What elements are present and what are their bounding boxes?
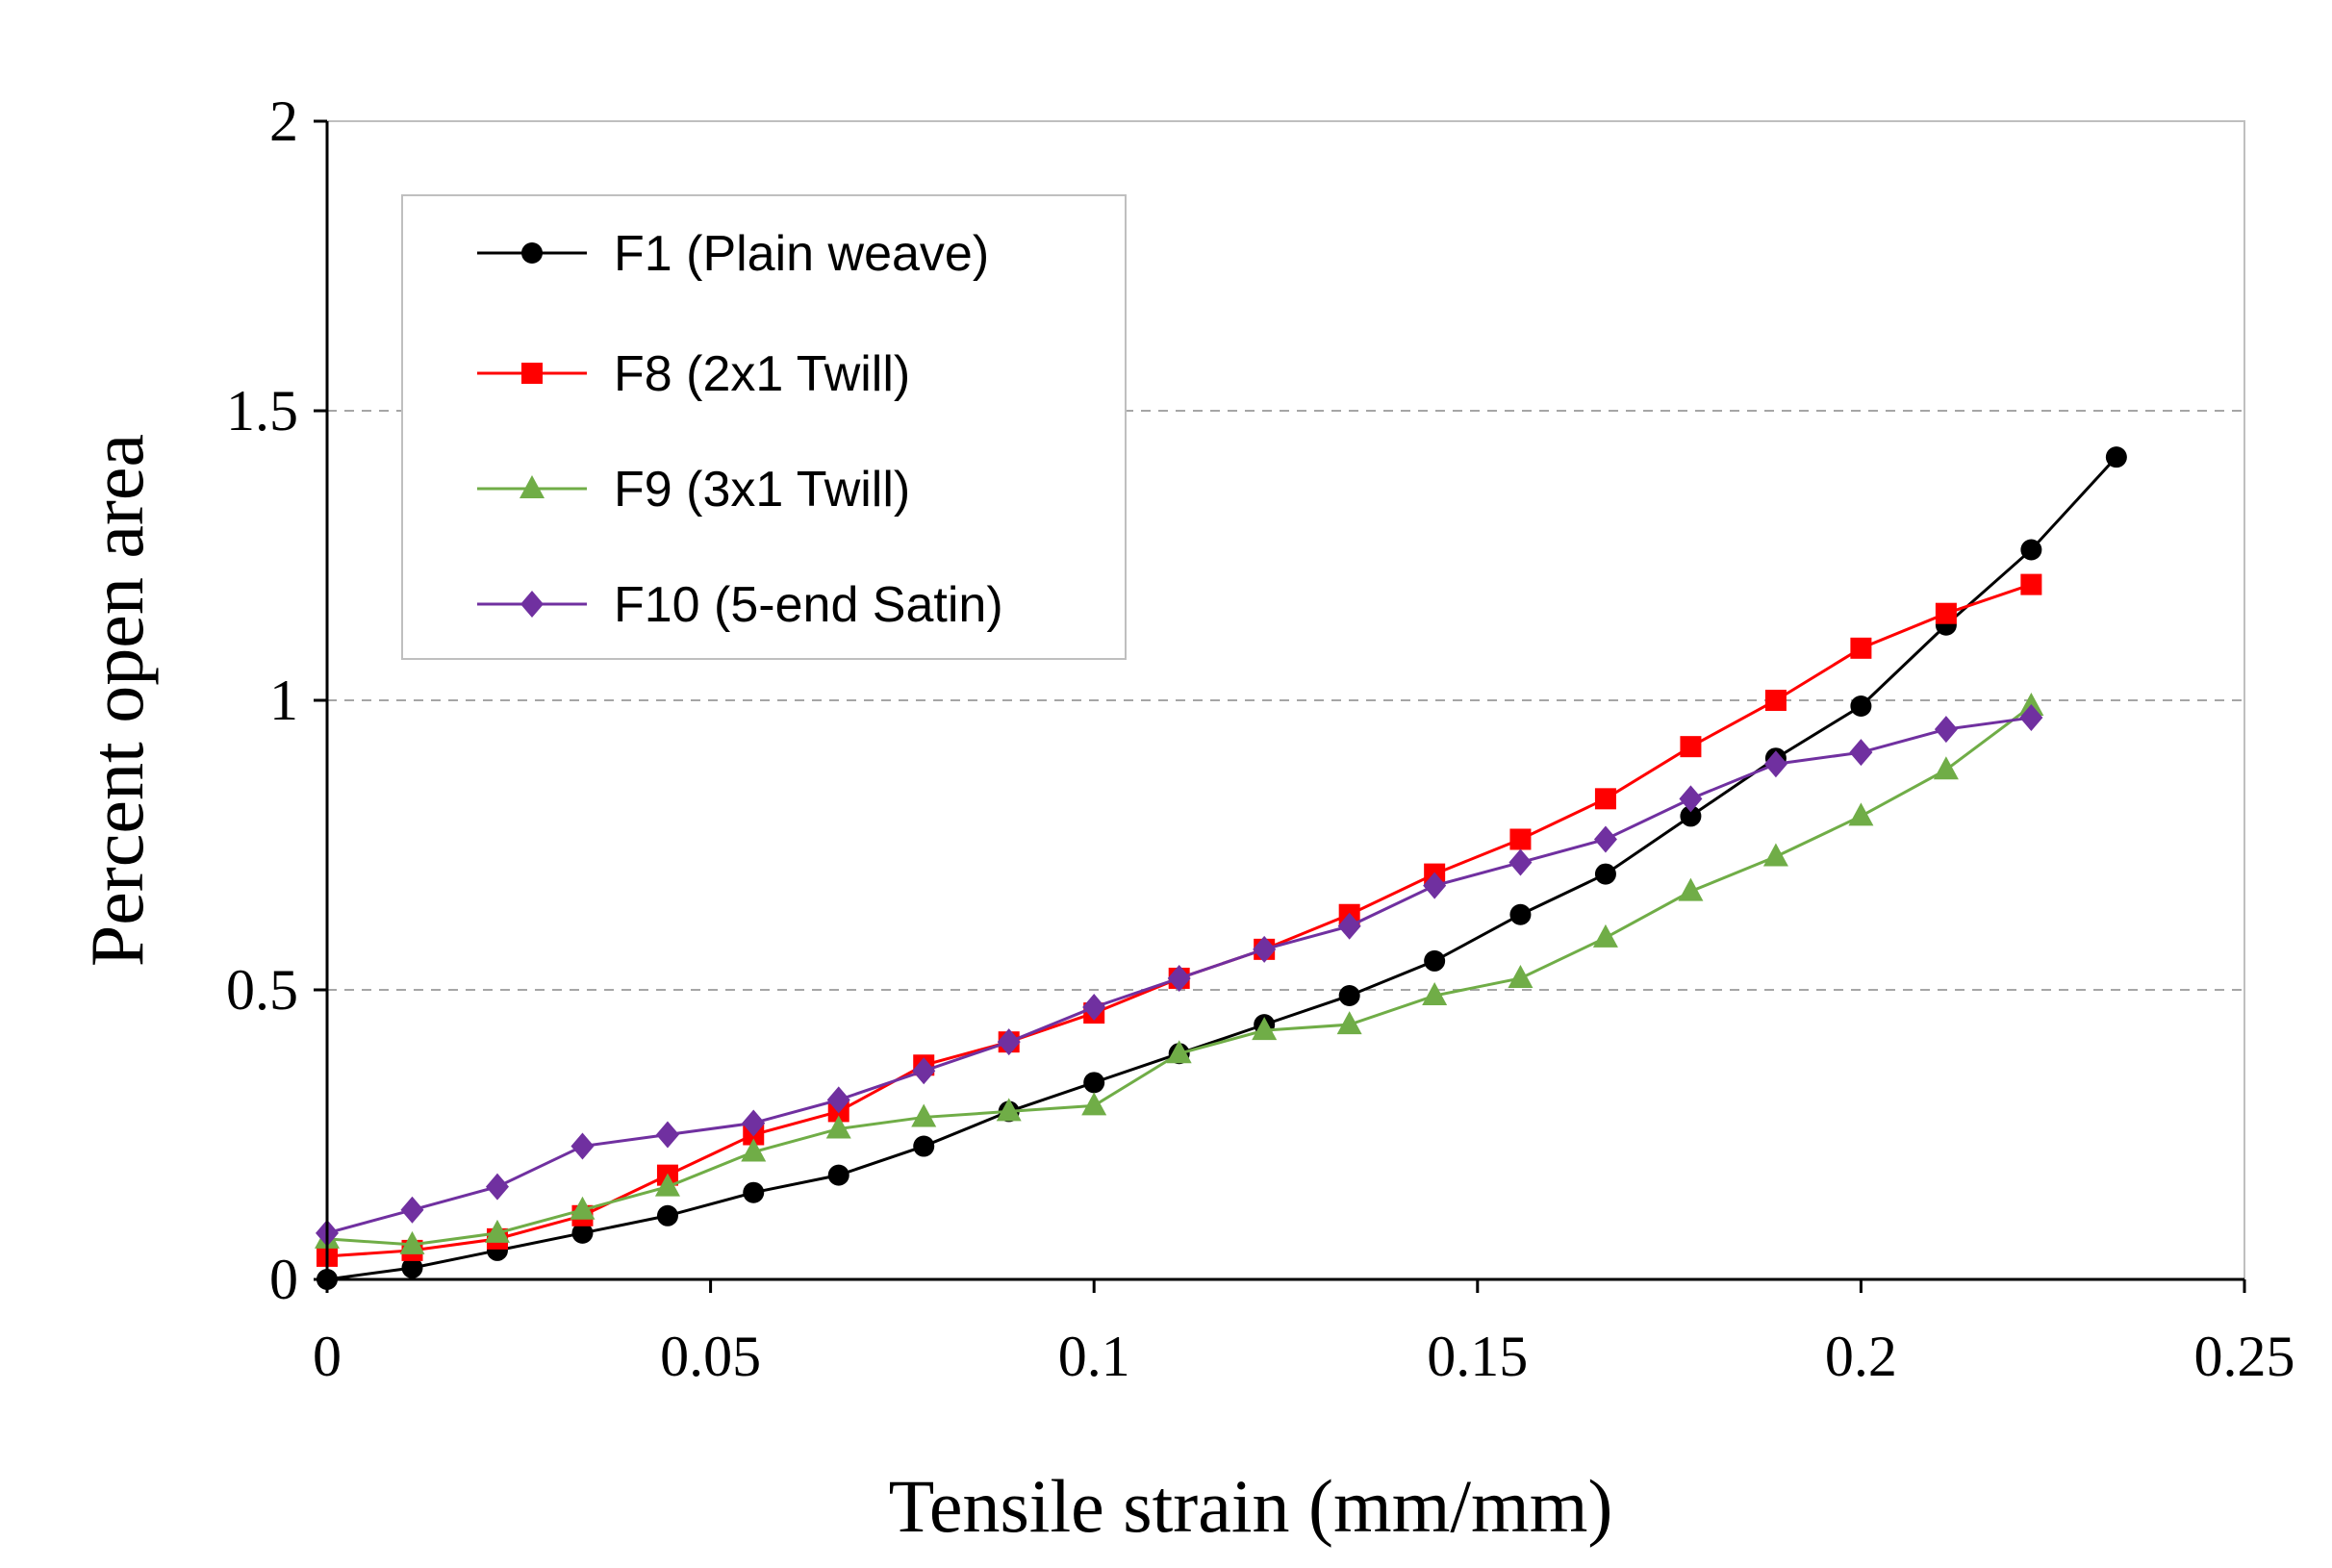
data-point: [654, 1173, 680, 1197]
data-point: [1508, 964, 1534, 988]
data-point: [570, 1196, 596, 1220]
y-tick-label: 2: [269, 89, 298, 153]
data-point: [484, 1219, 510, 1243]
x-tick-label: 0.05: [660, 1325, 761, 1388]
legend-marker: [521, 363, 543, 384]
data-point: [826, 1086, 850, 1114]
axes: [314, 119, 2246, 1293]
data-point: [912, 1057, 936, 1085]
data-point: [827, 1164, 849, 1186]
y-tick-label: 0: [269, 1248, 298, 1311]
data-point: [1422, 982, 1448, 1006]
data-point: [571, 1222, 594, 1244]
data-point: [485, 1173, 509, 1201]
x-tick-label: 0.1: [1058, 1325, 1130, 1388]
data-point: [1762, 843, 1788, 867]
series-3: [315, 693, 2044, 1254]
data-point: [1850, 695, 1872, 718]
data-point: [1508, 848, 1533, 876]
legend-item: F10 (5-end Satin): [477, 577, 1003, 633]
data-point: [401, 1256, 423, 1278]
series-line: [326, 456, 2117, 1281]
legend-marker: [521, 242, 543, 264]
data-point: [1338, 985, 1360, 1007]
data-point: [399, 1230, 425, 1254]
data-point: [911, 1103, 937, 1127]
x-tick-label: 0: [313, 1325, 342, 1388]
data-point: [741, 1138, 767, 1162]
legend-item: F8 (2x1 Twill): [477, 346, 910, 402]
data-point: [2018, 693, 2044, 717]
data-point: [1253, 935, 1277, 963]
x-tick-label: 0.25: [2194, 1325, 2295, 1388]
legend-label: F9 (3x1 Twill): [614, 462, 910, 518]
legend-item: F9 (3x1 Twill): [477, 462, 910, 518]
tick-labels: 0 0.5 1 1.5 2 0 0.05 0.1 0.15 0.2 0.25: [226, 89, 2295, 1388]
data-point: [1933, 756, 1959, 780]
data-point: [1678, 877, 1704, 901]
legend-marker: [520, 591, 544, 618]
data-point: [1763, 750, 1787, 778]
legend-items: F1 (Plain weave) F8 (2x1 Twill) F9 (3x1 Tw…: [477, 226, 1003, 633]
legend-label: F1 (Plain weave): [614, 226, 989, 282]
data-point: [1252, 1017, 1278, 1041]
legend-label: F8 (2x1 Twill): [614, 346, 910, 402]
y-tick-label: 0.5: [226, 958, 298, 1022]
data-point: [1592, 923, 1618, 948]
data-point: [996, 1098, 1022, 1122]
data-point: [400, 1196, 424, 1224]
series-group: [315, 446, 2127, 1290]
data-point: [1509, 903, 1532, 925]
data-point: [1423, 872, 1447, 899]
data-point: [1083, 1072, 1105, 1094]
data-point: [2020, 539, 2042, 561]
data-point: [655, 1121, 679, 1149]
data-point: [913, 1135, 935, 1157]
data-point: [2105, 446, 2127, 468]
data-point: [656, 1204, 678, 1227]
data-point: [1594, 863, 1616, 885]
x-axis-title: Tensile strain (mm/mm): [889, 1464, 1613, 1548]
legend-marker: [520, 475, 545, 498]
data-point: [1680, 805, 1702, 827]
legend: F1 (Plain weave) F8 (2x1 Twill) F9 (3x1 Tw…: [401, 194, 1127, 660]
data-point: [1935, 602, 1957, 624]
data-point: [1509, 828, 1532, 850]
data-point: [1680, 736, 1702, 758]
data-point: [825, 1115, 851, 1139]
data-point: [1850, 637, 1872, 659]
data-point: [1594, 788, 1616, 810]
data-point: [1849, 739, 1873, 767]
legend-box: [401, 194, 1127, 660]
data-point: [2020, 573, 2042, 595]
data-point: [997, 1028, 1021, 1056]
data-point: [1764, 690, 1787, 711]
series-4: [316, 704, 2043, 1247]
y-tick-label: 1: [269, 669, 298, 732]
data-point: [1082, 994, 1106, 1022]
legend-item: F1 (Plain weave): [477, 226, 989, 282]
data-point: [743, 1181, 765, 1203]
data-point: [1166, 1040, 1192, 1064]
data-point: [1167, 964, 1191, 992]
data-point: [1679, 785, 1703, 813]
data-point: [1337, 912, 1361, 940]
y-tick-label: 1.5: [226, 379, 298, 443]
data-point: [1934, 716, 1958, 744]
y-axis-title: Percent open area: [75, 434, 159, 967]
data-point: [1593, 825, 1617, 853]
data-point: [742, 1109, 766, 1137]
data-point: [1424, 949, 1446, 972]
x-tick-label: 0.15: [1427, 1325, 1528, 1388]
data-point: [1336, 1011, 1362, 1035]
data-point: [1848, 802, 1874, 826]
x-tick-label: 0.2: [1825, 1325, 1897, 1388]
data-point: [2019, 704, 2043, 732]
legend-label: F10 (5-end Satin): [614, 577, 1003, 633]
data-point: [570, 1132, 595, 1160]
data-point: [1081, 1092, 1107, 1116]
